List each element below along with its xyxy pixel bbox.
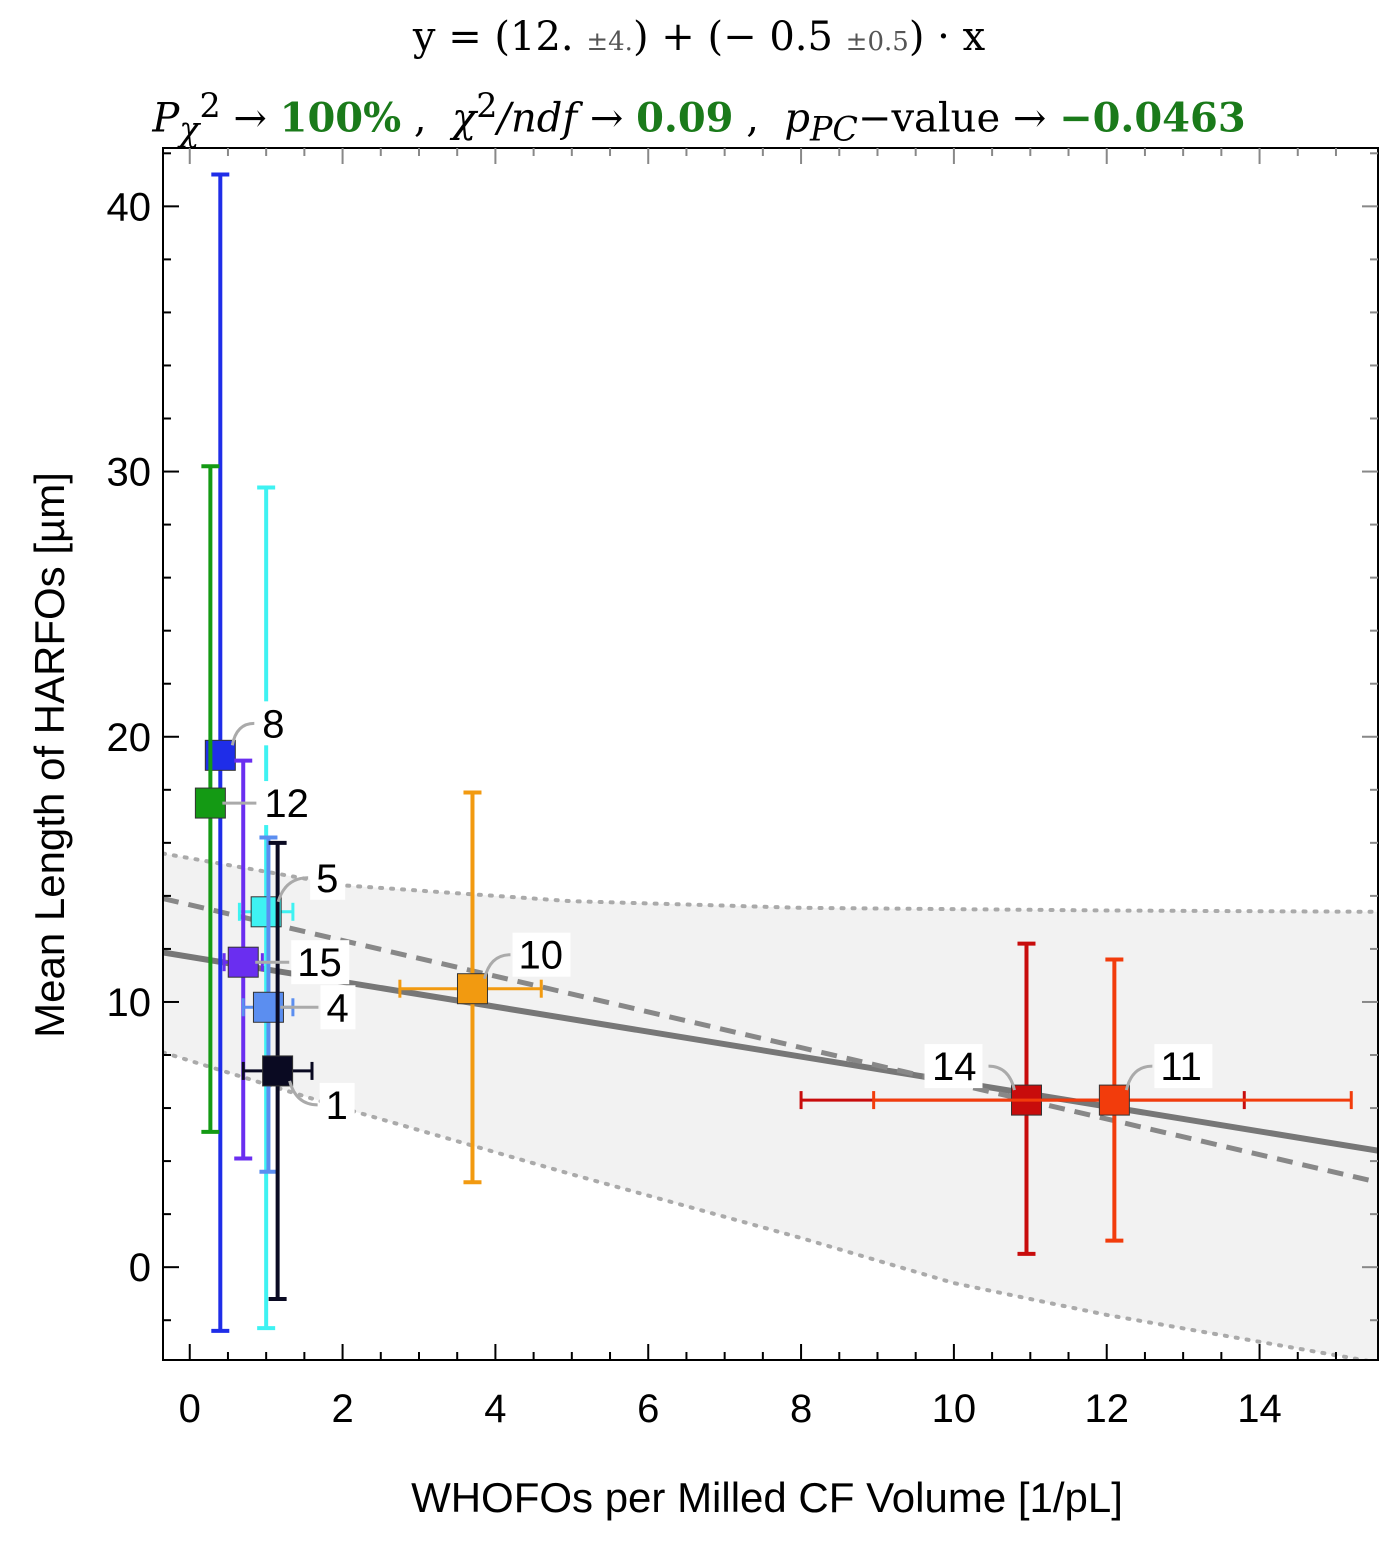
title-ppc-value: −0.0463 xyxy=(1059,94,1246,142)
y-tick-label: 30 xyxy=(107,451,152,495)
point-marker xyxy=(1098,1084,1130,1116)
point-marker xyxy=(227,946,259,978)
x-tick-label: 10 xyxy=(932,1387,977,1431)
point-labels-layer: 8 125 154 1 10 14 11 xyxy=(222,701,1213,1128)
title-sep-1: , xyxy=(413,95,427,142)
title-ppc-label: p xyxy=(784,95,810,142)
title-eq-rhs: ) · x xyxy=(908,14,986,60)
point-label-text: 14 xyxy=(932,1045,977,1089)
point-label-11: 11 xyxy=(1124,1044,1213,1091)
data-point-12 xyxy=(194,464,226,1134)
label-callout xyxy=(483,953,511,980)
title-chi-label: χ xyxy=(452,95,477,142)
fit-line xyxy=(163,949,1378,1154)
x-tick-label: 0 xyxy=(179,1387,201,1431)
data-point-15 xyxy=(222,758,264,1161)
label-background xyxy=(310,855,346,900)
label-background xyxy=(291,940,350,985)
fit-lines-layer xyxy=(163,896,1378,1185)
label-callout xyxy=(1124,1064,1153,1091)
point-label-15: 15 xyxy=(255,940,350,985)
label-background xyxy=(256,701,292,746)
chart-title-fit-statistics: Pχ2 → 100% , χ2/ndf → 0.09 , pPC−value →… xyxy=(0,86,1398,148)
label-callout xyxy=(288,1080,318,1107)
x-tick-label: 6 xyxy=(637,1387,659,1431)
x-tick-label: 4 xyxy=(484,1387,506,1431)
label-background xyxy=(924,1044,983,1089)
data-points-layer xyxy=(194,172,1353,1333)
point-label-5: 5 xyxy=(276,855,346,903)
point-label-text: 1 xyxy=(326,1084,348,1128)
data-point-11 xyxy=(872,957,1353,1243)
title-eq-mid: ) + (− 0.5 xyxy=(632,14,833,60)
label-callout xyxy=(276,876,309,903)
title-ppc-rest: −value xyxy=(857,95,1001,142)
title-eq-intercept-error: ±4. xyxy=(586,27,633,57)
point-marker xyxy=(262,1055,294,1087)
title-arrow-3: → xyxy=(1012,95,1047,142)
label-callout xyxy=(230,721,255,746)
title-chi-rest: /ndf xyxy=(497,95,578,142)
point-label-4: 4 xyxy=(280,985,356,1030)
x-tick-label: 14 xyxy=(1237,1387,1282,1431)
title-p-sup: 2 xyxy=(199,86,221,125)
x-axis-label: WHOFOs per Milled CF Volume [1/pL] xyxy=(411,1474,1123,1521)
point-label-text: 15 xyxy=(297,941,342,985)
y-axis-label: Mean Length of HARFOs [µm] xyxy=(26,472,73,1038)
plot-frame xyxy=(162,147,1379,1361)
title-sep-2: , xyxy=(746,95,759,142)
band-upper-dotted-line xyxy=(163,851,1378,914)
title-p-label: P xyxy=(152,95,180,142)
point-marker xyxy=(194,787,226,819)
point-label-14: 14 xyxy=(924,1044,1016,1091)
point-label-text: 5 xyxy=(316,857,338,901)
title-p-value: 100% xyxy=(279,94,402,142)
label-background xyxy=(1154,1044,1213,1089)
y-tick-label: 40 xyxy=(107,185,152,229)
point-label-1: 1 xyxy=(288,1080,355,1128)
title-arrow-2: → xyxy=(589,95,624,142)
title-ppc-sub: PC xyxy=(809,109,858,149)
x-tick-label: 8 xyxy=(790,1387,812,1431)
point-label-text: 10 xyxy=(518,934,563,978)
y-tick-label: 0 xyxy=(129,1246,151,1290)
point-label-12: 12 xyxy=(222,781,317,826)
title-eq-lhs: y = (12. xyxy=(412,14,574,60)
x-tick-label: 2 xyxy=(331,1387,353,1431)
title-chi-sup: 2 xyxy=(476,86,498,125)
data-point-1 xyxy=(241,840,314,1302)
y-tick-label: 20 xyxy=(107,716,152,760)
label-background xyxy=(512,932,571,977)
point-label-text: 12 xyxy=(264,782,309,826)
label-callout xyxy=(988,1064,1016,1091)
point-label-10: 10 xyxy=(483,932,571,980)
label-background xyxy=(320,985,356,1030)
point-marker xyxy=(456,973,488,1005)
x-tick-label: 12 xyxy=(1084,1387,1129,1431)
label-background xyxy=(258,781,317,826)
title-p-sub: χ xyxy=(179,109,200,149)
point-label-8: 8 xyxy=(230,701,292,746)
title-arrow-1: → xyxy=(233,95,267,142)
title-eq-slope-error: ±0.5 xyxy=(845,27,909,57)
data-point-10 xyxy=(398,790,543,1185)
chart-title-fit-equation: y = (12. ±4.) + (− 0.5 ±0.5) · x xyxy=(0,14,1398,60)
y-tick-label: 10 xyxy=(107,981,152,1025)
title-chi-value: 0.09 xyxy=(636,94,734,142)
label-background xyxy=(319,1082,355,1127)
point-label-text: 4 xyxy=(326,986,348,1030)
point-label-text: 8 xyxy=(262,702,284,746)
point-label-text: 11 xyxy=(1160,1045,1202,1089)
